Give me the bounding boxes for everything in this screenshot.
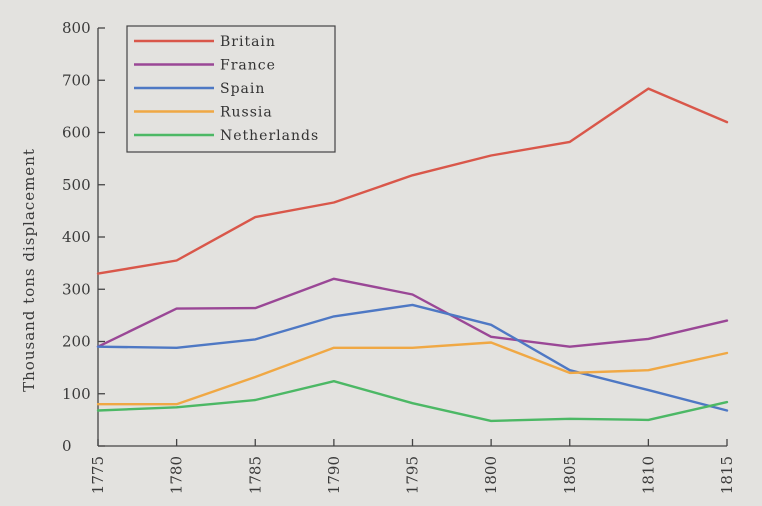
axes: 0 100 200 300 400 500 600 700 800 1775 1780 1785 179… bbox=[62, 19, 736, 494]
series-line-spain bbox=[96, 303, 729, 412]
y-tick-label: 200 bbox=[62, 333, 91, 351]
legend-label-spain: Spain bbox=[220, 81, 265, 97]
x-tick-label: 1800 bbox=[482, 456, 500, 494]
legend-label-britain: Britain bbox=[220, 34, 276, 50]
x-tick-label: 1790 bbox=[325, 456, 343, 494]
x-tick-label: 1805 bbox=[561, 456, 579, 494]
x-tick-label: 1810 bbox=[639, 456, 657, 494]
y-tick-label: 800 bbox=[62, 19, 91, 37]
legend-label-netherlands: Netherlands bbox=[220, 128, 319, 144]
y-tick-label: 600 bbox=[62, 124, 91, 142]
legend-label-france: France bbox=[220, 58, 276, 74]
series-lines bbox=[96, 87, 729, 423]
series-line-france bbox=[96, 277, 729, 348]
x-tick-label: 1785 bbox=[246, 456, 264, 494]
series-line-netherlands bbox=[96, 380, 729, 423]
y-tick-label: 400 bbox=[62, 228, 91, 246]
x-tick-label: 1815 bbox=[718, 456, 736, 494]
series-line-russia bbox=[96, 341, 729, 406]
y-tick-label: 100 bbox=[62, 385, 91, 403]
legend: Britain France Spain Russia Netherlands bbox=[126, 25, 336, 153]
y-tick-label: 0 bbox=[62, 437, 72, 455]
x-tick-label: 1780 bbox=[168, 456, 186, 494]
y-tick-label: 700 bbox=[62, 71, 91, 89]
y-tick-label: 300 bbox=[62, 280, 91, 298]
legend-box bbox=[126, 25, 336, 153]
x-tick-label: 1775 bbox=[89, 456, 107, 494]
y-tick-label: 500 bbox=[62, 176, 91, 194]
legend-label-russia: Russia bbox=[220, 105, 273, 121]
series-line-britain bbox=[96, 87, 729, 275]
y-axis-label: Thousand tons displacement bbox=[20, 148, 38, 392]
x-tick-label: 1795 bbox=[404, 456, 422, 494]
